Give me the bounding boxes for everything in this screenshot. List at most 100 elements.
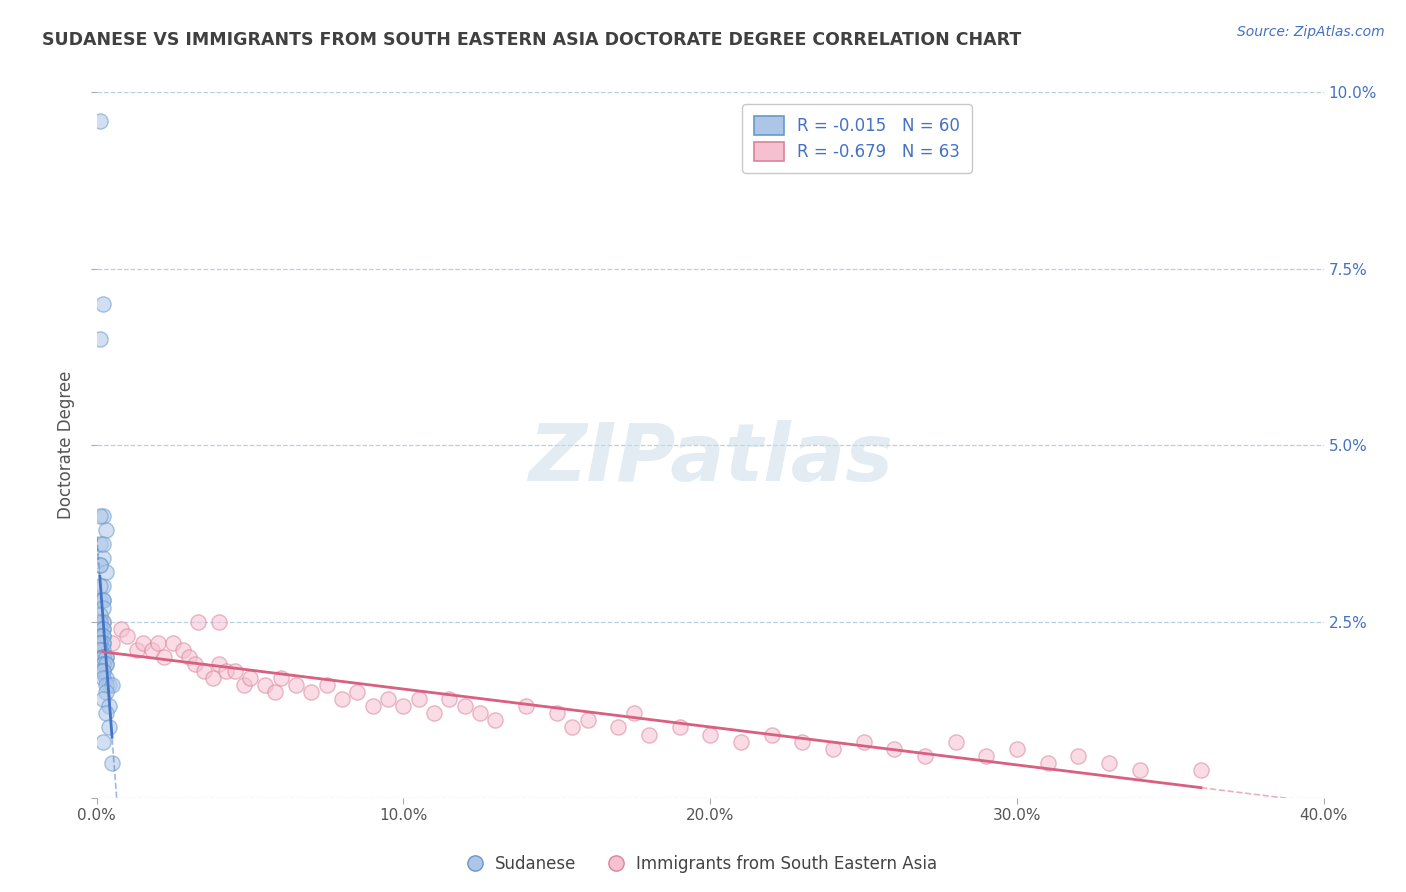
Point <box>89 622 111 636</box>
Point <box>974 748 997 763</box>
Text: ZIPatlas: ZIPatlas <box>527 420 893 499</box>
Point <box>214 664 236 678</box>
Point <box>94 523 117 537</box>
Point <box>98 678 121 692</box>
Point <box>208 615 231 629</box>
Point <box>454 699 477 714</box>
Point <box>91 508 114 523</box>
Point <box>792 734 814 748</box>
Point <box>91 537 114 551</box>
Point <box>91 636 114 650</box>
Point <box>94 566 117 580</box>
Point <box>91 671 114 685</box>
Point <box>89 332 111 346</box>
Point <box>162 636 184 650</box>
Point <box>172 643 194 657</box>
Point <box>285 678 308 692</box>
Point <box>94 657 117 671</box>
Point <box>89 508 111 523</box>
Point <box>125 643 148 657</box>
Text: Source: ZipAtlas.com: Source: ZipAtlas.com <box>1237 25 1385 39</box>
Point <box>914 748 936 763</box>
Point <box>270 671 292 685</box>
Point <box>546 706 568 721</box>
Point <box>91 649 114 664</box>
Point <box>91 629 114 643</box>
Point <box>561 721 583 735</box>
Point <box>91 615 114 629</box>
Point <box>184 657 207 671</box>
Point <box>377 692 399 706</box>
Point <box>91 297 114 311</box>
Point <box>730 734 752 748</box>
Point <box>117 629 139 643</box>
Point <box>89 629 111 643</box>
Point <box>101 678 124 692</box>
Point <box>98 699 121 714</box>
Point <box>1036 756 1059 770</box>
Point <box>254 678 277 692</box>
Legend: Sudanese, Immigrants from South Eastern Asia: Sudanese, Immigrants from South Eastern … <box>461 848 945 880</box>
Point <box>94 649 117 664</box>
Point <box>89 113 111 128</box>
Point <box>224 664 246 678</box>
Point <box>315 678 337 692</box>
Point <box>761 727 783 741</box>
Point <box>91 629 114 643</box>
Point <box>141 643 163 657</box>
Point <box>515 699 537 714</box>
Point <box>89 664 111 678</box>
Point <box>89 636 111 650</box>
Point <box>91 649 114 664</box>
Point <box>89 593 111 607</box>
Point <box>94 685 117 699</box>
Point <box>346 685 368 699</box>
Point <box>89 636 111 650</box>
Point <box>883 741 905 756</box>
Text: SUDANESE VS IMMIGRANTS FROM SOUTH EASTERN ASIA DOCTORATE DEGREE CORRELATION CHAR: SUDANESE VS IMMIGRANTS FROM SOUTH EASTER… <box>42 31 1021 49</box>
Point <box>301 685 323 699</box>
Point <box>98 721 121 735</box>
Point <box>576 714 599 728</box>
Point <box>91 664 114 678</box>
Point <box>94 671 117 685</box>
Point <box>89 636 111 650</box>
Point <box>89 558 111 573</box>
Point <box>439 692 461 706</box>
Point <box>1098 756 1121 770</box>
Point <box>484 714 506 728</box>
Point <box>208 657 231 671</box>
Point <box>821 741 844 756</box>
Point <box>1129 763 1152 777</box>
Point <box>468 706 491 721</box>
Point <box>94 657 117 671</box>
Point <box>89 643 111 657</box>
Point <box>177 649 200 664</box>
Point <box>89 607 111 622</box>
Point <box>263 685 285 699</box>
Point <box>239 671 262 685</box>
Point <box>94 649 117 664</box>
Point <box>91 657 114 671</box>
Point <box>89 629 111 643</box>
Point <box>89 615 111 629</box>
Point <box>1067 748 1090 763</box>
Point <box>91 615 114 629</box>
Point <box>89 579 111 593</box>
Point <box>91 636 114 650</box>
Point <box>101 636 124 650</box>
Point <box>91 622 114 636</box>
Point <box>607 721 630 735</box>
Point <box>330 692 353 706</box>
Point <box>202 671 225 685</box>
Y-axis label: Doctorate Degree: Doctorate Degree <box>58 371 75 519</box>
Point <box>91 579 114 593</box>
Point <box>233 678 256 692</box>
Point <box>187 615 209 629</box>
Point <box>94 706 117 721</box>
Point <box>110 622 132 636</box>
Point <box>945 734 967 748</box>
Point <box>153 649 176 664</box>
Point <box>91 649 114 664</box>
Point <box>89 537 111 551</box>
